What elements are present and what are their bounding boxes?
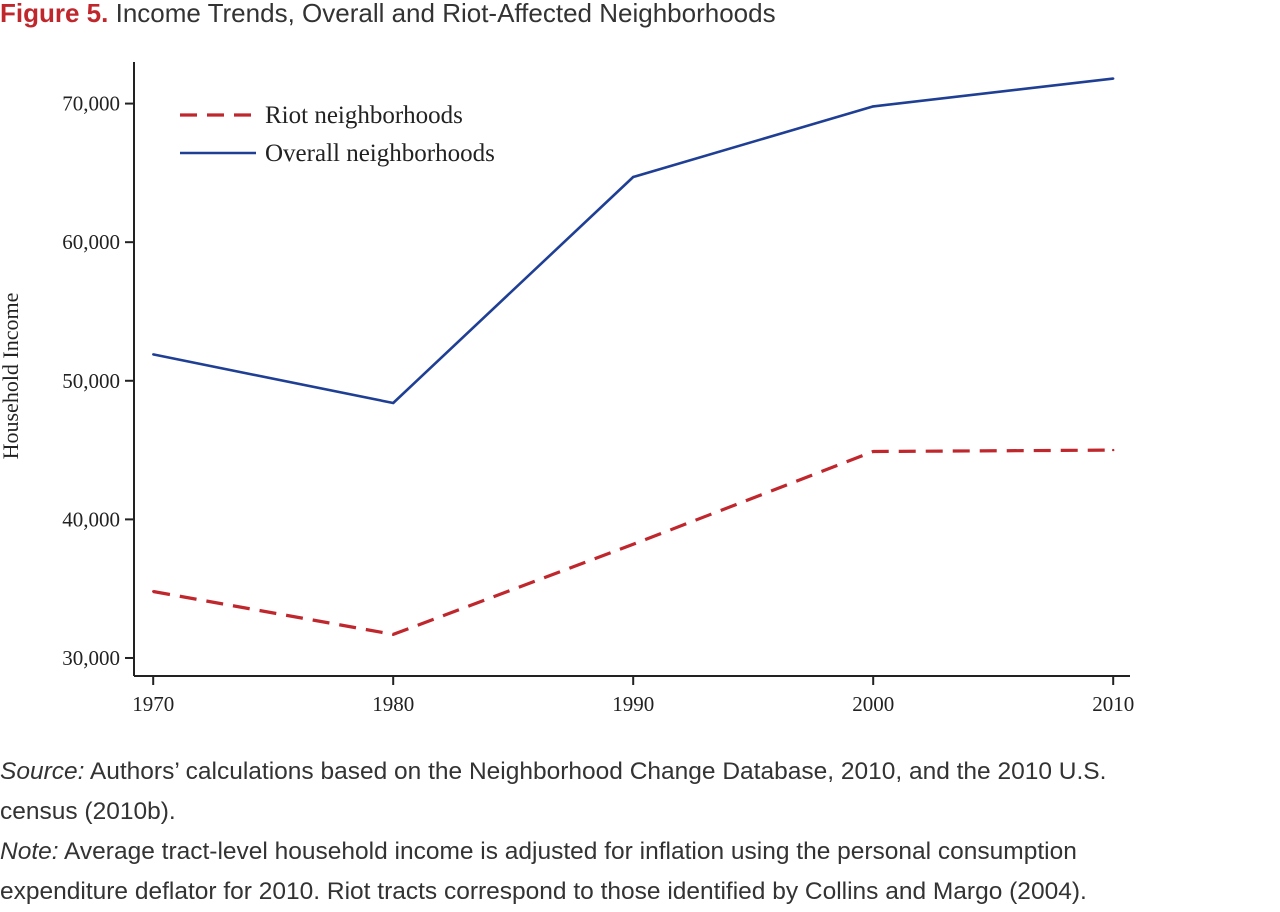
data-point xyxy=(152,353,155,356)
legend-label-overall: Overall neighborhoods xyxy=(265,140,495,167)
data-point xyxy=(1112,448,1115,452)
y-tick-label: 70,000 xyxy=(62,92,120,116)
data-point xyxy=(392,633,395,636)
legend: Riot neighborhoods Overall neighborhoods xyxy=(180,102,495,167)
y-tick-label: 30,000 xyxy=(62,646,120,670)
x-tick-label: 2010 xyxy=(1092,692,1134,716)
inflation-note: Note: Average tract-level household inco… xyxy=(0,832,1280,872)
legend-label-riot: Riot neighborhoods xyxy=(265,102,463,129)
riot-neighborhoods-line xyxy=(152,448,1114,637)
y-tick-label: 40,000 xyxy=(62,507,120,531)
data-point xyxy=(632,175,635,179)
data-point xyxy=(152,590,155,593)
x-tick-label: 1980 xyxy=(372,692,414,716)
figure-title: Figure 5. Income Trends, Overall and Rio… xyxy=(0,0,776,30)
figure-label: Figure 5. xyxy=(0,0,109,28)
y-tick-label: 60,000 xyxy=(62,230,120,254)
y-axis-ticks: 30,000 40,000 50,000 60,000 70,000 xyxy=(62,92,134,670)
source-note: Source: Authors’ calculations based on t… xyxy=(0,752,1280,792)
y-axis-title: Household Income xyxy=(0,293,23,460)
y-tick-label: 50,000 xyxy=(62,369,120,393)
source-note-continued: census (2010b). xyxy=(0,798,176,825)
data-point xyxy=(872,105,875,108)
figure-title-text: Income Trends, Overall and Riot-Affected… xyxy=(115,0,776,28)
figure-notes: Source: Authors’ calculations based on t… xyxy=(0,752,1280,912)
note-text: Average tract-level household income is … xyxy=(58,838,1077,865)
x-tick-label: 2000 xyxy=(852,692,894,716)
data-point xyxy=(872,450,875,453)
note-label: Note: xyxy=(0,838,59,865)
x-axis-ticks: 1970 1980 1990 2000 2010 xyxy=(132,676,1134,716)
source-label: Source: xyxy=(0,758,85,785)
data-point xyxy=(392,401,395,405)
x-tick-label: 1990 xyxy=(612,692,654,716)
inflation-note-continued: expenditure deflator for 2010. Riot trac… xyxy=(0,878,1087,905)
data-point xyxy=(1112,77,1115,80)
data-point xyxy=(632,543,635,546)
x-tick-label: 1970 xyxy=(132,692,174,716)
source-text: Authors’ calculations based on the Neigh… xyxy=(84,758,1107,785)
series-lines xyxy=(152,77,1115,637)
